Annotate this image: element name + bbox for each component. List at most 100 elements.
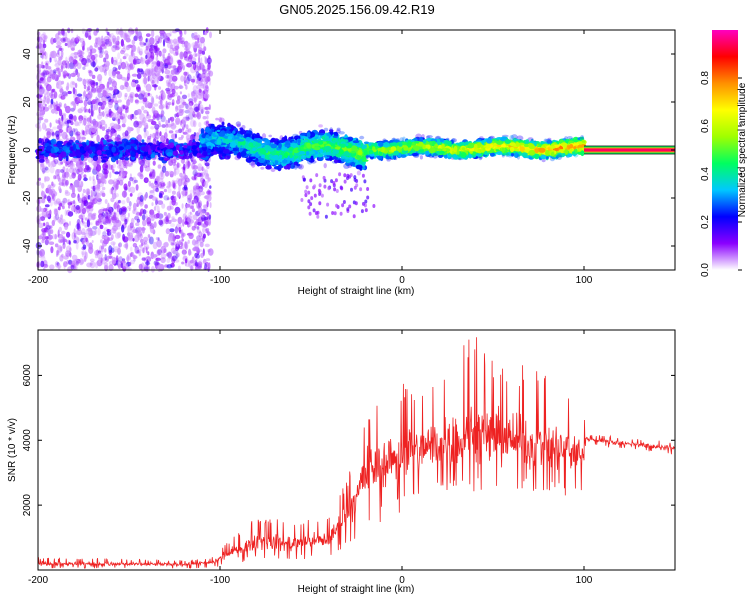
noise-speckle xyxy=(112,225,118,232)
noise-speckle xyxy=(143,92,150,98)
noise-speckle xyxy=(183,71,188,76)
noise-speckle xyxy=(79,206,82,210)
noise-speckle xyxy=(62,205,65,210)
noise-speckle xyxy=(51,131,55,138)
noise-speckle xyxy=(161,203,166,209)
noise-speckle xyxy=(36,41,43,49)
noise-speckle xyxy=(157,96,164,100)
noise-speckle xyxy=(97,97,101,103)
noise-speckle xyxy=(171,255,177,262)
noise-speckle xyxy=(145,130,149,137)
noise-band-cell xyxy=(84,146,91,152)
noise-speckle xyxy=(127,253,131,260)
noise-speckle xyxy=(189,251,193,255)
noise-speckle xyxy=(143,242,146,246)
noise-speckle xyxy=(190,119,196,127)
noise-speckle xyxy=(89,258,95,262)
noise-speckle xyxy=(167,36,170,42)
noise-speckle xyxy=(157,200,164,206)
noise-speckle xyxy=(163,181,166,187)
signal-cell xyxy=(200,128,205,134)
noise-speckle xyxy=(170,65,177,69)
noise-speckle xyxy=(182,213,187,220)
noise-speckle xyxy=(75,131,81,136)
noise-speckle xyxy=(48,241,55,245)
noise-speckle xyxy=(164,65,168,70)
noise-speckle xyxy=(179,245,183,250)
noise-speckle xyxy=(161,89,164,93)
noise-speckle xyxy=(202,69,207,75)
noise-speckle xyxy=(59,88,64,93)
noise-speckle xyxy=(124,78,129,86)
noise-speckle xyxy=(152,84,158,88)
noise-speckle xyxy=(42,99,46,106)
noise-speckle xyxy=(99,84,103,91)
noise-speckle xyxy=(192,85,198,94)
noise-speckle xyxy=(46,130,52,139)
noise-speckle xyxy=(37,222,44,228)
noise-speckle xyxy=(160,253,166,260)
noise-speckle xyxy=(149,190,155,198)
noise-speckle xyxy=(77,49,83,57)
noise-speckle xyxy=(171,76,177,80)
noise-speckle xyxy=(53,57,58,63)
noise-speckle xyxy=(191,91,196,97)
noise-speckle xyxy=(133,111,136,118)
noise-speckle xyxy=(137,227,143,232)
noise-speckle xyxy=(184,215,188,222)
noise-speckle xyxy=(87,69,92,74)
noise-speckle xyxy=(170,223,176,228)
noise-speckle xyxy=(94,103,99,111)
noise-speckle xyxy=(121,104,125,111)
noise-speckle xyxy=(206,194,212,202)
noise-speckle xyxy=(87,85,91,91)
noise-speckle xyxy=(151,196,157,201)
noise-speckle xyxy=(90,102,93,111)
noise-speckle xyxy=(202,116,207,120)
noise-speckle xyxy=(60,37,67,43)
noise-speckle xyxy=(182,171,187,179)
noise-speckle xyxy=(142,247,145,254)
noise-speckle xyxy=(170,69,176,75)
noise-speckle xyxy=(98,101,103,106)
noise-speckle xyxy=(99,190,105,197)
noise-speckle xyxy=(202,258,207,264)
noise-speckle xyxy=(170,159,177,164)
noise-band-cell xyxy=(159,144,164,150)
noise-speckle xyxy=(150,77,156,84)
noise-speckle xyxy=(182,101,187,106)
noise-speckle xyxy=(81,231,86,236)
noise-speckle xyxy=(136,86,141,90)
noise-speckle xyxy=(204,211,210,216)
noise-speckle xyxy=(83,90,86,97)
noise-speckle xyxy=(62,65,66,69)
noise-speckle xyxy=(116,204,121,213)
noise-speckle xyxy=(79,259,85,264)
noise-speckle xyxy=(198,122,202,128)
noise-speckle xyxy=(150,182,155,189)
noise-speckle xyxy=(68,113,74,120)
noise-speckle xyxy=(153,213,159,219)
noise-band-cell xyxy=(184,155,190,160)
noise-speckle xyxy=(208,104,211,111)
noise-speckle xyxy=(140,70,145,75)
noise-speckle xyxy=(94,53,98,58)
noise-speckle xyxy=(166,185,170,189)
noise-speckle xyxy=(205,228,210,232)
noise-speckle xyxy=(205,94,208,99)
noise-speckle xyxy=(203,168,206,176)
noise-speckle xyxy=(157,249,163,256)
noise-speckle xyxy=(75,242,79,250)
noise-speckle xyxy=(97,74,103,82)
noise-band-cell xyxy=(66,142,71,146)
noise-speckle xyxy=(163,195,170,201)
noise-speckle xyxy=(82,40,86,48)
figure-title: GN05.2025.156.09.42.R19 xyxy=(279,2,434,17)
noise-speckle xyxy=(43,106,49,112)
noise-speckle xyxy=(200,82,205,89)
noise-speckle xyxy=(192,247,197,252)
noise-speckle xyxy=(85,30,89,39)
noise-speckle xyxy=(41,52,44,60)
noise-speckle xyxy=(154,180,158,185)
